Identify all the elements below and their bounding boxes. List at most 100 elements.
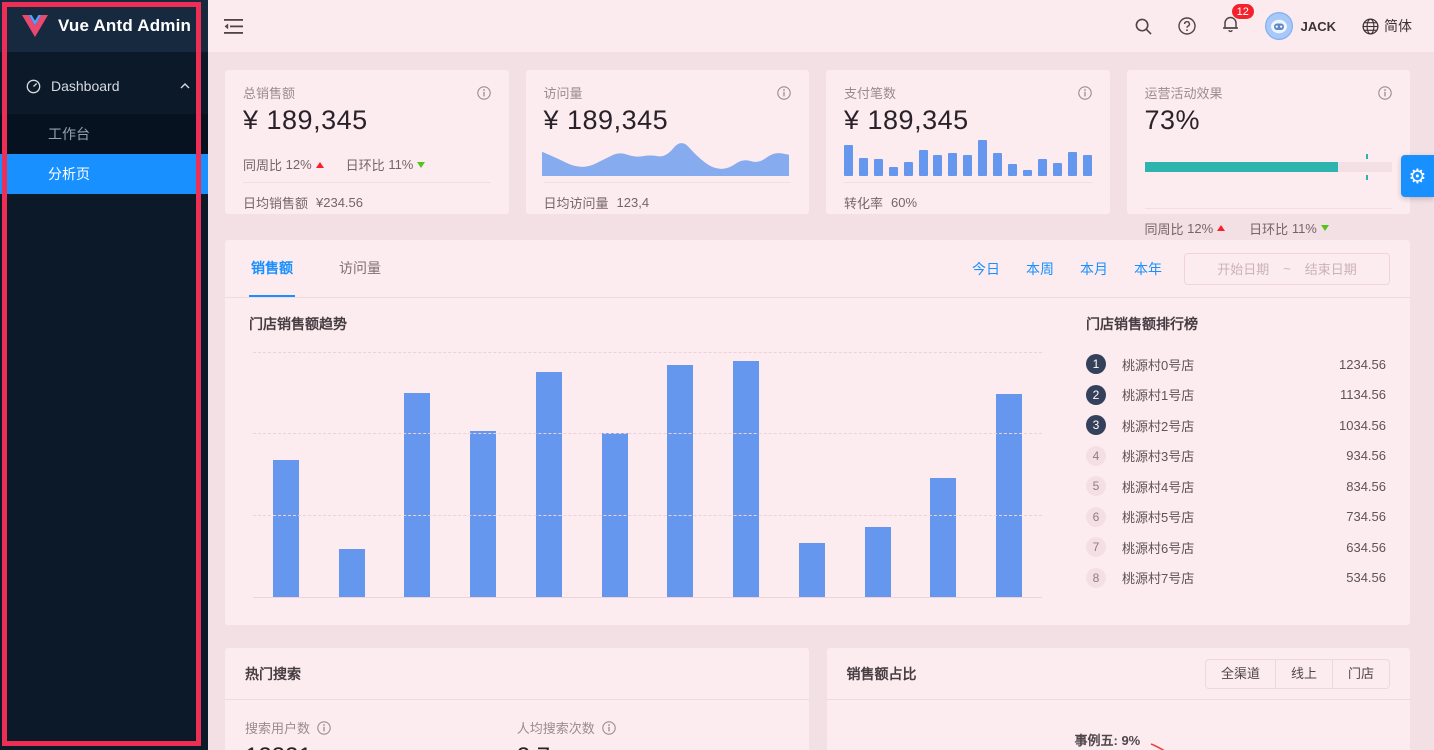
rank-value: 834.56 [1346,478,1386,494]
stat-card-payments: 支付笔数 ¥ 189,345 转化率 60% [826,70,1110,214]
rank-badge: 7 [1086,537,1106,557]
pie-slice-label: 事例五: 9% [1074,733,1141,748]
rank-row: 8 桃源村7号店 534.56 [1086,567,1386,588]
pie-label-leader-line [1150,743,1165,750]
trend-down-icon [1320,225,1329,231]
sales-ratio-card: 销售额占比 全渠道 线上 门店 事例五: 9% [826,648,1410,750]
day-trend: 日环比 11% [346,155,426,174]
search-icon[interactable] [1135,18,1152,35]
rank-badge: 3 [1086,415,1106,435]
menu-fold-icon[interactable] [224,18,243,35]
vue-logo-icon [22,15,48,37]
filter-store[interactable]: 门店 [1332,658,1390,689]
user-menu[interactable]: JACK [1264,12,1336,40]
card-footer: 日均销售额 ¥234.56 [243,194,364,211]
bar [864,526,891,597]
notification-badge: 12 [1230,2,1255,20]
mini-bar [1052,162,1062,176]
rank-row: 4 桃源村3号店 934.56 [1086,445,1386,466]
mini-bar [933,154,943,176]
date-start-placeholder: 开始日期 [1217,262,1270,277]
tab-visits[interactable]: 访问量 [339,259,381,276]
rank-title: 门店销售额排行榜 [1086,316,1198,332]
username: JACK [1300,18,1336,34]
rank-row: 5 桃源村4号店 834.56 [1086,476,1386,496]
activity-progress-tick-bottom [1366,175,1369,180]
metric-value: 12321 [245,743,312,750]
info-icon[interactable] [317,720,331,735]
date-end-placeholder: 结束日期 [1304,262,1357,277]
mini-bar [948,153,958,176]
store-sales-bars [253,353,1042,597]
info-icon[interactable] [1378,85,1392,100]
bar [535,371,562,597]
store-sales-chart-title: 门店销售额趋势 [249,316,347,332]
tab-sales[interactable]: 销售额 [249,240,295,297]
chevron-up-icon [180,83,190,89]
range-today[interactable]: 今日 [972,260,1000,277]
trend-up-icon [315,161,324,168]
sidebar-item-dashboard[interactable]: Dashboard [0,66,208,106]
language-switcher[interactable]: 简体 [1362,16,1412,36]
activity-progress-tick-top [1366,154,1369,159]
filter-all[interactable]: 全渠道 [1204,658,1276,689]
range-month[interactable]: 本月 [1080,260,1108,277]
mini-bar [1007,163,1017,176]
info-icon[interactable] [777,85,791,100]
rank-row: 3 桃源村2号店 1034.56 [1086,415,1386,435]
hot-search-metrics: 搜索用户数1232171.2人均搜索次数2.771.2 [225,700,809,750]
sidebar: Vue Antd Admin Dashboard 工作台分析页 [0,0,208,750]
bar [930,477,957,597]
settings-button[interactable]: ⚙ [1401,155,1434,197]
notification-bell[interactable]: 12 [1222,2,1255,38]
globe-icon [1362,17,1379,35]
mini-bar [1037,159,1047,176]
gear-icon: ⚙ [1408,165,1427,188]
bar [470,431,497,597]
rank-badge: 6 [1086,506,1106,527]
mini-bar [1082,154,1092,176]
rank-badge: 8 [1086,567,1106,588]
dashboard-icon [26,79,41,93]
mini-bar [918,150,928,176]
info-icon[interactable] [602,720,616,735]
mini-bar [844,145,853,176]
date-separator: ~ [1283,261,1291,276]
mini-bar [888,167,898,176]
sidebar-submenu: 工作台分析页 [0,114,208,194]
card-title: 支付笔数 [844,86,897,101]
bottom-row: 热门搜索 搜索用户数1232171.2人均搜索次数2.771.2 销售额占比 全… [225,648,1410,750]
range-week[interactable]: 本周 [1026,260,1054,277]
week-trend: 同周比 12% [243,155,324,174]
sales-panel-header: 销售额 访问量 今日 本周 本月 本年 开始日期 ~ 结束日期 [225,240,1410,298]
sidebar-item-analysis[interactable]: 分析页 [0,154,208,194]
logo[interactable]: Vue Antd Admin [0,0,208,52]
date-range-picker[interactable]: 开始日期 ~ 结束日期 [1184,252,1390,285]
day-trend: 日环比 11% [1249,219,1329,238]
rank-badge: 2 [1086,384,1106,405]
quick-ranges: 今日 本周 本月 本年 [972,259,1162,279]
sales-panel: 销售额 访问量 今日 本周 本月 本年 开始日期 ~ 结束日期 门店销售额趋势 门店销售… [225,240,1410,625]
info-icon[interactable] [1077,85,1092,100]
rank-row: 1 桃源村0号店 1234.56 [1086,354,1386,374]
bar [338,549,365,597]
trend-down-icon [417,161,426,168]
help-icon[interactable] [1177,17,1196,35]
card-title: 总销售额 [243,86,296,101]
info-icon[interactable] [476,85,491,100]
card-value: ¥ 189,345 [543,105,669,135]
sidebar-item-workbench[interactable]: 工作台 [48,126,90,142]
range-year[interactable]: 本年 [1134,260,1162,277]
gridline [253,433,1042,435]
rank-value: 1234.56 [1339,356,1386,372]
filter-online[interactable]: 线上 [1275,658,1333,689]
rank-name: 桃源村0号店 [1122,357,1195,373]
bar [798,542,825,597]
bar [996,393,1023,597]
metric-avg-search-count: 人均搜索次数2.771.2 [517,718,789,750]
stat-card-activity: 运营活动效果 73% 同周比 12% 日环比 11% [1126,70,1410,237]
metric-search-users: 搜索用户数1232171.2 [245,718,517,750]
rank-value: 934.56 [1346,448,1386,463]
bar [733,360,760,597]
